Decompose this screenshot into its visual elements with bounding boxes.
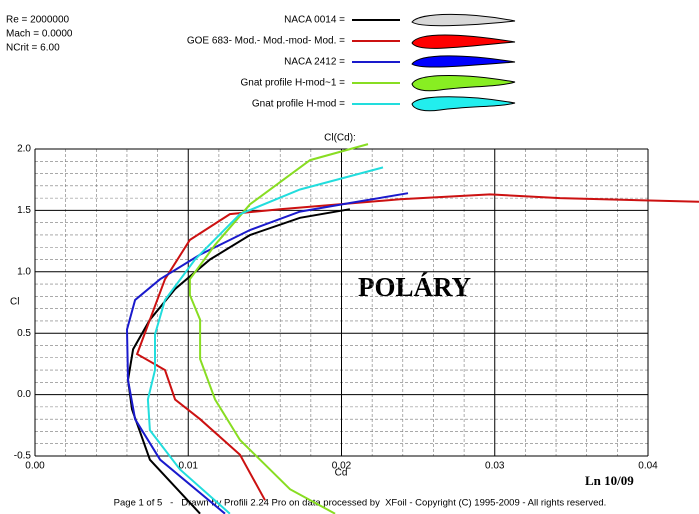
polar-curve bbox=[126, 208, 351, 514]
x-tick-label: 0.02 bbox=[332, 461, 352, 472]
x-axis-label: Cd bbox=[335, 468, 348, 479]
x-tick-label: 0.00 bbox=[25, 461, 45, 472]
polar-curve bbox=[135, 193, 699, 501]
y-tick-label: 2.0 bbox=[17, 144, 31, 155]
annotation: POLÁRY bbox=[358, 272, 471, 302]
legend-label: Gnat profile H-mod = bbox=[252, 99, 345, 110]
airfoil-icon bbox=[411, 75, 516, 92]
signature: Ln 10/09 bbox=[585, 473, 634, 488]
y-tick-label: -0.5 bbox=[14, 451, 32, 462]
polar-curve bbox=[146, 166, 384, 514]
polar-curve bbox=[188, 143, 369, 514]
legend-label: GOE 683- Mod.- Mod.-mod- Mod. = bbox=[187, 36, 345, 47]
y-tick-label: 1.0 bbox=[17, 266, 31, 277]
legend-label: NACA 2412 = bbox=[284, 57, 345, 68]
y-tick-label: 0.5 bbox=[17, 328, 31, 339]
param: Mach = 0.0000 bbox=[6, 29, 73, 40]
footer: Page 1 of 5 - Drawn by Profili 2.24 Pro … bbox=[114, 498, 607, 509]
legend-label: NACA 0014 = bbox=[284, 15, 345, 26]
x-tick-label: 0.04 bbox=[638, 461, 658, 472]
airfoil-icons bbox=[411, 13, 516, 112]
airfoil-icon bbox=[411, 55, 516, 68]
x-tick-label: 0.03 bbox=[485, 461, 505, 472]
airfoil-icon bbox=[411, 13, 516, 27]
y-axis-label: Cl bbox=[10, 297, 19, 308]
y-tick-label: 1.5 bbox=[17, 205, 31, 216]
airfoil-icon bbox=[411, 96, 516, 112]
legend-label: Gnat profile H-mod~1 = bbox=[241, 78, 346, 89]
param: Re = 2000000 bbox=[6, 15, 70, 26]
chart-title: Cl(Cd): bbox=[324, 133, 356, 144]
airfoil-icon bbox=[411, 34, 516, 49]
param: NCrit = 6.00 bbox=[6, 43, 60, 54]
y-tick-label: 0.0 bbox=[17, 389, 31, 400]
x-tick-label: 0.01 bbox=[179, 461, 199, 472]
polar-curve bbox=[125, 192, 409, 514]
